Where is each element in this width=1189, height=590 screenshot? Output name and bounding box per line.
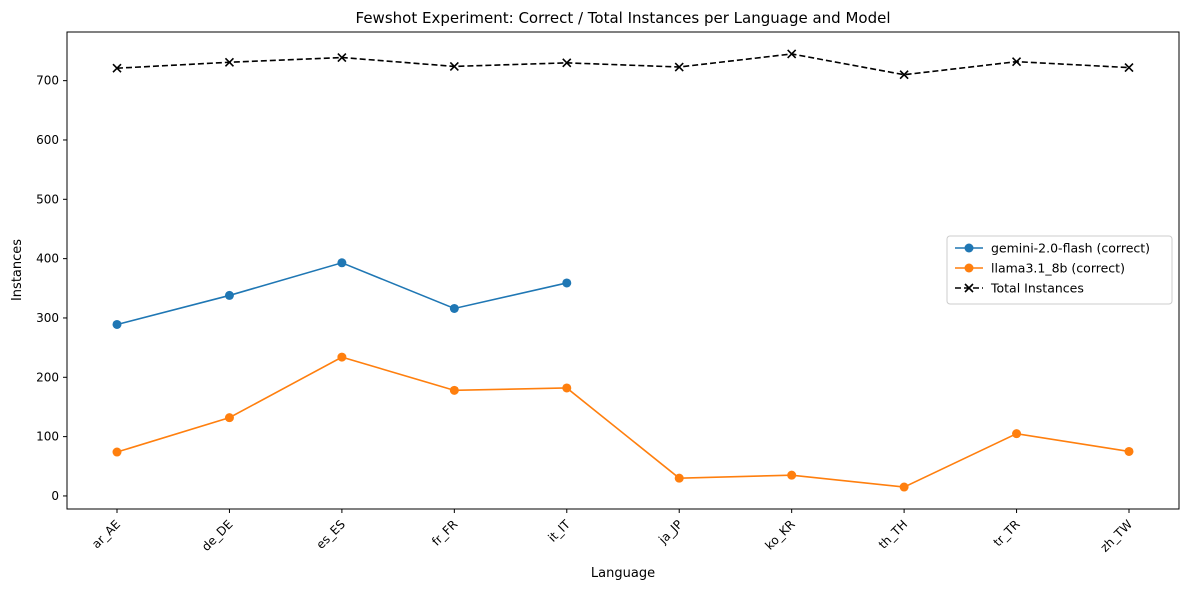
series-line-llama3-1-8b-correct (116, 356, 1130, 488)
axes-frame (66, 31, 1180, 510)
legend-box (946, 235, 1173, 305)
chart-title: Fewshot Experiment: Correct / Total Inst… (356, 9, 891, 27)
x-tick-label: ko_KR (762, 517, 797, 552)
data-point-total-instances (449, 61, 459, 71)
y-tick-label: 0 (51, 489, 59, 503)
y-tick-label: 500 (36, 192, 59, 206)
data-point-total-instances (562, 58, 572, 68)
data-point-total-instances (224, 57, 235, 67)
data-point-gemini-2-0-flash-correct (449, 303, 459, 313)
y-axis-label: Instances (10, 239, 25, 301)
data-point-gemini-2-0-flash-correct (112, 319, 122, 329)
data-point-total-instances (787, 49, 797, 59)
legend-label-gemini-2-0-flash-correct: gemini-2.0-flash (correct) (991, 241, 1150, 256)
y-tick-label: 600 (36, 133, 59, 147)
y-tick-label: 700 (36, 74, 59, 88)
x-tick-label: zh_TW (1098, 517, 1136, 555)
data-point-total-instances (674, 62, 684, 72)
data-point-total-instances (1011, 57, 1022, 67)
series-line-gemini-2-0-flash-correct (116, 261, 567, 326)
legend: gemini-2.0-flash (correct) llama3.1_8b (c… (946, 235, 1173, 305)
data-point-llama3-1-8b-correct (899, 482, 909, 492)
x-tick-label: fr_FR (429, 517, 460, 548)
x-tick-label: ja_JP (655, 517, 685, 547)
x-tick-label: es_ES (313, 517, 348, 552)
legend-marker-gemini-2-0-flash-correct (964, 243, 974, 253)
x-tick-label: it_IT (545, 517, 573, 545)
x-tick-label: ar_AE (89, 517, 123, 551)
data-point-llama3-1-8b-correct (224, 413, 234, 423)
legend-label-llama3-1-8b-correct: llama3.1_8b (correct) (991, 261, 1125, 276)
data-point-total-instances (899, 70, 909, 80)
y-tick-label: 200 (36, 370, 59, 384)
legend-marker-total-instances (964, 283, 974, 293)
data-point-total-instances (112, 63, 122, 73)
x-tick-label: tr_TR (991, 517, 1023, 549)
data-point-llama3-1-8b-correct (1124, 446, 1134, 456)
data-point-gemini-2-0-flash-correct (562, 278, 572, 288)
legend-marker-llama3-1-8b-correct (964, 263, 974, 273)
data-point-total-instances (337, 52, 347, 63)
data-point-gemini-2-0-flash-correct (337, 258, 347, 268)
data-point-llama3-1-8b-correct (562, 383, 572, 393)
data-point-llama3-1-8b-correct (112, 447, 122, 457)
series-line-total-instances (116, 53, 1130, 76)
x-axis-label: Language (591, 566, 655, 581)
y-tick-label: 100 (36, 430, 59, 444)
data-point-llama3-1-8b-correct (1012, 429, 1022, 439)
data-point-llama3-1-8b-correct (337, 352, 347, 362)
data-point-llama3-1-8b-correct (674, 473, 684, 483)
x-tick-label: de_DE (199, 517, 236, 554)
y-tick-label: 400 (36, 252, 59, 266)
data-point-total-instances (1124, 63, 1134, 73)
legend-label-total-instances: Total Instances (990, 281, 1084, 296)
x-tick-label: th_TH (876, 517, 910, 551)
data-point-gemini-2-0-flash-correct (224, 290, 234, 300)
data-point-llama3-1-8b-correct (787, 470, 797, 480)
y-tick-label: 300 (36, 311, 59, 325)
data-point-llama3-1-8b-correct (449, 385, 459, 395)
